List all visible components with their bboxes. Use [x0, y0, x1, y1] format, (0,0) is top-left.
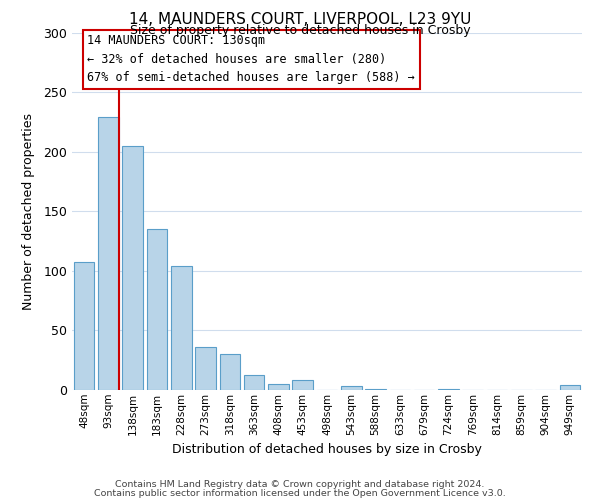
Y-axis label: Number of detached properties: Number of detached properties [22, 113, 35, 310]
Bar [268, 384, 289, 390]
Bar [365, 389, 386, 390]
Bar [560, 385, 580, 390]
Text: 14 MAUNDERS COURT: 130sqm
← 32% of detached houses are smaller (280)
67% of semi: 14 MAUNDERS COURT: 130sqm ← 32% of detac… [88, 34, 415, 84]
Bar [220, 354, 240, 390]
Bar [438, 389, 459, 390]
Text: 14, MAUNDERS COURT, LIVERPOOL, L23 9YU: 14, MAUNDERS COURT, LIVERPOOL, L23 9YU [129, 12, 471, 28]
Text: Contains HM Land Registry data © Crown copyright and database right 2024.: Contains HM Land Registry data © Crown c… [115, 480, 485, 489]
Text: Size of property relative to detached houses in Crosby: Size of property relative to detached ho… [130, 24, 470, 37]
Bar [122, 146, 143, 390]
X-axis label: Distribution of detached houses by size in Crosby: Distribution of detached houses by size … [172, 443, 482, 456]
Bar [146, 229, 167, 390]
Bar [74, 262, 94, 390]
Bar [98, 117, 119, 390]
Bar [244, 374, 265, 390]
Bar [292, 380, 313, 390]
Text: Contains public sector information licensed under the Open Government Licence v3: Contains public sector information licen… [94, 488, 506, 498]
Bar [171, 266, 191, 390]
Bar [341, 386, 362, 390]
Bar [195, 347, 216, 390]
